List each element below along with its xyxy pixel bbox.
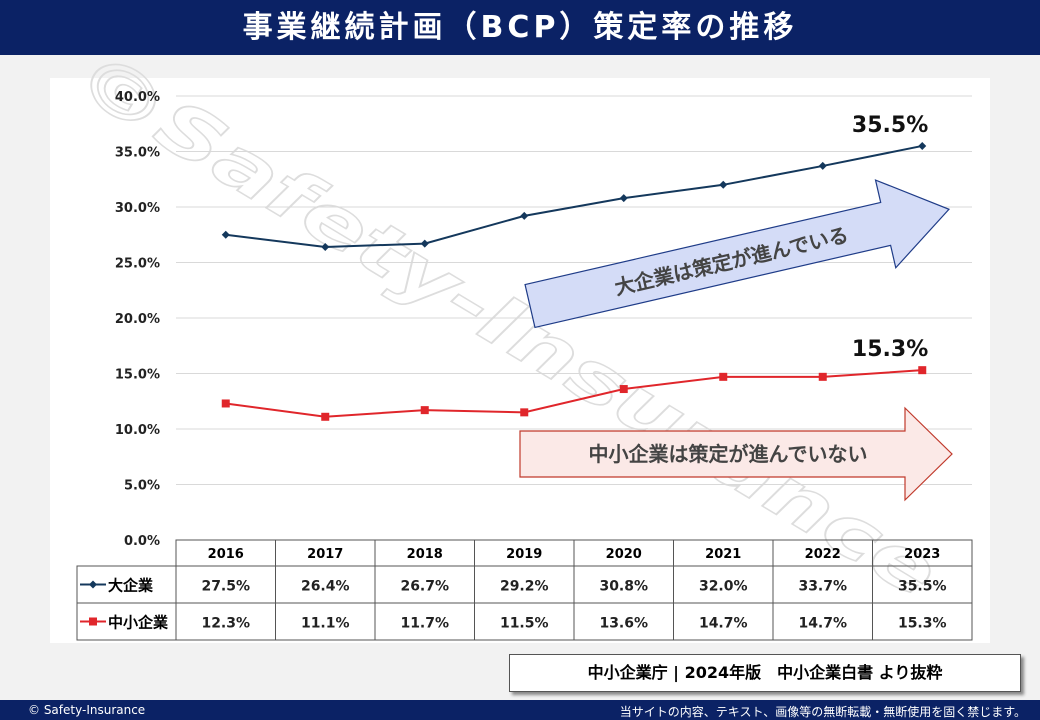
x-tick-label: 2019 — [506, 547, 542, 562]
x-tick-label: 2020 — [606, 547, 642, 562]
arrow-large-firms — [524, 179, 951, 329]
footer: © Safety-Insurance 当サイトの内容、テキスト、画像等の無断転載… — [0, 700, 1040, 720]
page-title: 事業継続計画（BCP）策定率の推移 — [0, 0, 1040, 55]
table-cell: 35.5% — [898, 579, 947, 595]
end-value-label: 35.5% — [852, 113, 928, 138]
y-tick-label: 5.0% — [124, 479, 160, 494]
data-point — [221, 399, 230, 408]
series-line-large — [225, 144, 923, 248]
watermark: ©Safety-Insurance — [61, 34, 952, 614]
data-point — [520, 211, 529, 220]
table-cell: 14.7% — [798, 616, 847, 632]
series-line-sme — [225, 369, 923, 418]
y-tick-label: 0.0% — [124, 534, 160, 549]
data-point — [619, 194, 628, 203]
data-point — [719, 180, 728, 189]
y-tick-label: 20.0% — [115, 312, 160, 327]
chart-panel — [50, 78, 990, 643]
footer-notice: 当サイトの内容、テキスト、画像等の無断転載・無断使用を固く禁じます。 — [619, 705, 1026, 719]
legend-label: 中小企業 — [108, 614, 169, 632]
table-cell: 12.3% — [201, 616, 250, 632]
annotation-sme: 中小企業は策定が進んでいない — [589, 442, 868, 466]
table-cell: 26.4% — [301, 579, 350, 595]
data-point — [420, 406, 429, 415]
footer-copyright: © Safety-Insurance — [28, 703, 146, 717]
y-tick-label: 30.0% — [115, 201, 160, 216]
data-point — [321, 412, 330, 421]
y-tick-label: 40.0% — [115, 90, 160, 105]
legend-label: 大企業 — [108, 577, 154, 595]
table-cell: 32.0% — [699, 579, 748, 595]
table-cell: 11.7% — [400, 616, 449, 632]
x-tick-label: 2016 — [208, 547, 244, 562]
table-cell: 15.3% — [898, 616, 947, 632]
x-tick-label: 2022 — [805, 547, 841, 562]
table-cell: 13.6% — [599, 616, 648, 632]
x-tick-label: 2018 — [407, 547, 443, 562]
y-tick-label: 35.0% — [115, 146, 160, 161]
table-cell: 26.7% — [400, 579, 449, 595]
table-cell: 11.5% — [500, 616, 549, 632]
data-point — [420, 239, 429, 248]
table-cell: 11.1% — [301, 616, 350, 632]
data-point — [520, 408, 529, 417]
legend-marker — [89, 580, 97, 589]
y-tick-label: 25.0% — [115, 257, 160, 272]
data-point — [221, 230, 230, 239]
data-point — [818, 372, 827, 381]
table-cell: 33.7% — [798, 579, 847, 595]
data-point — [918, 366, 927, 375]
x-tick-label: 2023 — [904, 547, 940, 562]
arrow-sme — [519, 406, 953, 502]
data-point — [321, 242, 330, 251]
x-tick-label: 2021 — [705, 547, 741, 562]
data-point — [719, 372, 728, 381]
table-cell: 14.7% — [699, 616, 748, 632]
x-tick-label: 2017 — [307, 547, 343, 562]
y-tick-label: 10.0% — [115, 423, 160, 438]
data-point — [619, 385, 628, 394]
table-cell: 29.2% — [500, 579, 549, 595]
data-point — [818, 161, 827, 170]
source-note: 中小企業庁 | 2024年版 中小企業白書 より抜粋 — [509, 654, 1021, 692]
y-tick-label: 15.0% — [115, 368, 160, 383]
table-cell: 30.8% — [599, 579, 648, 595]
data-point — [918, 141, 927, 150]
end-value-label: 15.3% — [852, 337, 928, 362]
legend-marker — [89, 617, 97, 626]
table-cell: 27.5% — [201, 579, 250, 595]
